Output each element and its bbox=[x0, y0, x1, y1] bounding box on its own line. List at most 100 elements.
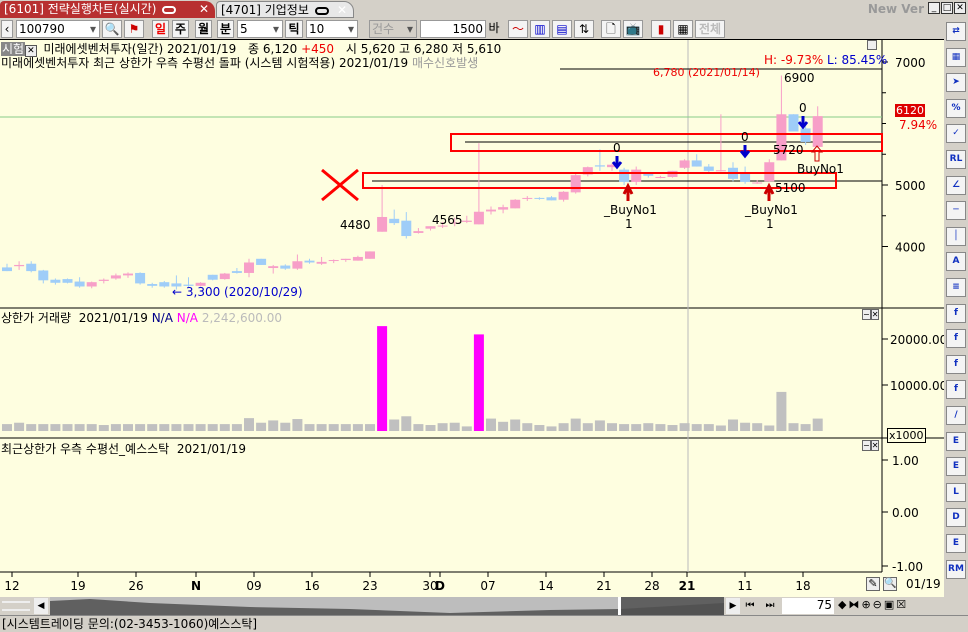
volume-bar bbox=[594, 420, 605, 431]
bar-chart-up-icon[interactable]: ▤ bbox=[552, 20, 572, 38]
tool-button-17-icon[interactable]: E bbox=[946, 457, 966, 477]
price-label: 4480 bbox=[340, 218, 371, 232]
indicator-pane-controls[interactable]: − ✕ bbox=[862, 440, 880, 451]
volume-bar bbox=[26, 424, 37, 431]
sort-icon[interactable]: ⇅ bbox=[574, 20, 594, 38]
sell-signal-label: 0 bbox=[799, 101, 807, 115]
period-day-button[interactable]: 일 bbox=[152, 20, 169, 38]
close-icon[interactable]: ✕ bbox=[25, 45, 37, 57]
tool-button-3-icon[interactable]: % bbox=[946, 98, 966, 118]
bar-chart-icon[interactable]: ▥ bbox=[530, 20, 550, 38]
scroll-left-button[interactable]: ◀ bbox=[34, 598, 48, 614]
maximize-button[interactable]: □ bbox=[941, 2, 953, 14]
tick-select[interactable]: 10 bbox=[306, 20, 358, 38]
all-button[interactable]: 전체 bbox=[695, 20, 725, 38]
stock-code-select[interactable]: 100790 bbox=[16, 20, 100, 38]
low-label: 저 bbox=[452, 42, 464, 56]
close-icon[interactable]: ✕ bbox=[198, 2, 209, 16]
line-chart-icon[interactable]: 〜 bbox=[508, 20, 528, 38]
fast-forward-button[interactable]: ⏭ bbox=[765, 600, 775, 611]
tv-icon[interactable]: 📺 bbox=[623, 20, 643, 38]
zoom-controls[interactable]: ◆⧓⊕⊖▣☒ bbox=[838, 598, 909, 611]
stock-name-date: 미래에셋벤처투자(일간) 2021/01/19 bbox=[43, 42, 237, 56]
close-window-button[interactable]: ✕ bbox=[954, 2, 966, 14]
tool-button-8-icon[interactable]: │ bbox=[946, 226, 966, 246]
tool-button-2-icon[interactable]: ➤ bbox=[946, 73, 966, 93]
period-week-button[interactable]: 주 bbox=[172, 20, 189, 38]
price-pane-maximize-button[interactable] bbox=[867, 40, 877, 50]
count-select[interactable]: 건수 bbox=[369, 20, 417, 38]
count-input[interactable]: 1500 bbox=[420, 20, 486, 38]
tool-button-11-icon[interactable]: f bbox=[946, 303, 966, 323]
candle-down bbox=[207, 274, 218, 280]
close-icon[interactable]: ✕ bbox=[336, 3, 347, 17]
tool-button-7-icon[interactable]: ─ bbox=[946, 201, 966, 221]
tool-button-4-icon[interactable]: ✓ bbox=[946, 124, 966, 144]
search-icon[interactable]: 🔍 bbox=[102, 20, 122, 38]
candle-down bbox=[26, 263, 37, 272]
tool-button-6-icon[interactable]: ∠ bbox=[946, 175, 966, 195]
grip-icon[interactable] bbox=[2, 601, 30, 611]
chart-area[interactable]: 7000 5000 4000 6,780 (2021/01/14) 6900 5720 51… bbox=[0, 40, 944, 597]
x-tick-label: D bbox=[435, 579, 445, 593]
chart-header-line2: 미래에셋벤처투자 최근 상한가 우측 수평선 돌파 (시스템 시험적용) 202… bbox=[1, 54, 478, 71]
tool-button-20-icon[interactable]: E bbox=[946, 534, 966, 553]
zoom-value-input[interactable]: 75 bbox=[782, 598, 834, 614]
minute-select[interactable]: 5 bbox=[237, 20, 283, 38]
prev-button[interactable]: ‹ bbox=[1, 20, 13, 38]
volume-bar bbox=[691, 424, 702, 431]
x-tick-label: 21 bbox=[596, 579, 611, 593]
tool-button-9-icon[interactable]: A bbox=[946, 252, 966, 272]
tab-company-info[interactable]: [4701] 기업정보 ✕ bbox=[216, 1, 354, 18]
tool-button-10-icon[interactable]: ≡ bbox=[946, 278, 966, 297]
tool-button-19-icon[interactable]: D bbox=[946, 508, 966, 528]
period-month-button[interactable]: 월 bbox=[195, 20, 212, 38]
tool-button-16-icon[interactable]: E bbox=[946, 431, 966, 451]
tab-label: [6101] 전략실행차트(실시간) bbox=[4, 2, 157, 16]
close-label: 종 bbox=[248, 42, 260, 56]
tool-button-1-icon[interactable]: ▦ bbox=[946, 47, 966, 67]
price-label: 4565 bbox=[432, 213, 463, 227]
tool-button-14-icon[interactable]: f bbox=[946, 380, 966, 400]
document-icon[interactable]: 🗋 bbox=[601, 20, 621, 38]
overview-minimap[interactable] bbox=[50, 597, 724, 615]
rewind-button[interactable]: ⏮ bbox=[745, 600, 755, 611]
search-flag-icon[interactable]: ⚑ bbox=[124, 20, 144, 38]
tab-strategy-chart[interactable]: [6101] 전략실행차트(실시간) ✕ bbox=[0, 1, 215, 18]
candle-up bbox=[486, 209, 496, 212]
minimize-button[interactable]: _ bbox=[928, 2, 940, 14]
x-tick-label: 12 bbox=[4, 579, 19, 593]
scroll-right-button[interactable]: ▶ bbox=[726, 598, 740, 614]
grid-icon[interactable]: ▦ bbox=[673, 20, 693, 38]
tool-button-0-icon[interactable]: ⇄ bbox=[946, 22, 966, 41]
tick-button[interactable]: 틱 bbox=[285, 20, 303, 38]
volume-pane-controls[interactable]: − ✕ bbox=[862, 309, 880, 320]
candle-down bbox=[691, 160, 702, 167]
chart-scrollbar[interactable]: ◀ ▶ ⏮ ⏭ 75 ◆⧓⊕⊖▣☒ bbox=[0, 597, 944, 615]
candle-up bbox=[582, 167, 593, 175]
x-tick-label: 18 bbox=[795, 579, 810, 593]
change-value: +450 bbox=[301, 42, 335, 56]
high-value: 6,280 bbox=[413, 42, 449, 56]
tool-button-5-icon[interactable]: RL bbox=[946, 150, 966, 169]
toolbar: ‹ 100790 🔍 ⚑ 일 주 월 분 5 틱 10 건수 1500 바 〜 … bbox=[0, 18, 944, 40]
tool-button-18-icon[interactable]: L bbox=[946, 482, 966, 502]
pencil-icon[interactable]: ✎ bbox=[866, 577, 880, 591]
tool-button-15-icon[interactable]: / bbox=[946, 406, 966, 425]
volume-pane-header: 상한가 거래량 2021/01/19 N/A N/A 2,242,600.00 bbox=[1, 309, 282, 326]
volume-bar bbox=[171, 424, 182, 431]
candle-down bbox=[50, 279, 61, 283]
volume-bar bbox=[788, 423, 799, 431]
candle-icon[interactable]: ▮ bbox=[651, 20, 671, 38]
magnifier-icon[interactable]: 🔍 bbox=[883, 577, 897, 591]
volume-bar bbox=[86, 424, 97, 431]
x-tick-label: 26 bbox=[128, 579, 143, 593]
low-annotation: ← 3,300 (2020/10/29) bbox=[172, 285, 303, 299]
tool-button-13-icon[interactable]: f bbox=[946, 354, 966, 374]
up-arrow-icon bbox=[763, 182, 775, 201]
tool-button-12-icon[interactable]: f bbox=[946, 329, 966, 349]
tool-button-21-icon[interactable]: RM bbox=[946, 559, 966, 579]
period-minute-button[interactable]: 분 bbox=[217, 20, 234, 38]
candle-down bbox=[740, 172, 751, 182]
chart-svg: 7000 5000 4000 6,780 (2021/01/14) 6900 5720 51… bbox=[0, 40, 944, 593]
